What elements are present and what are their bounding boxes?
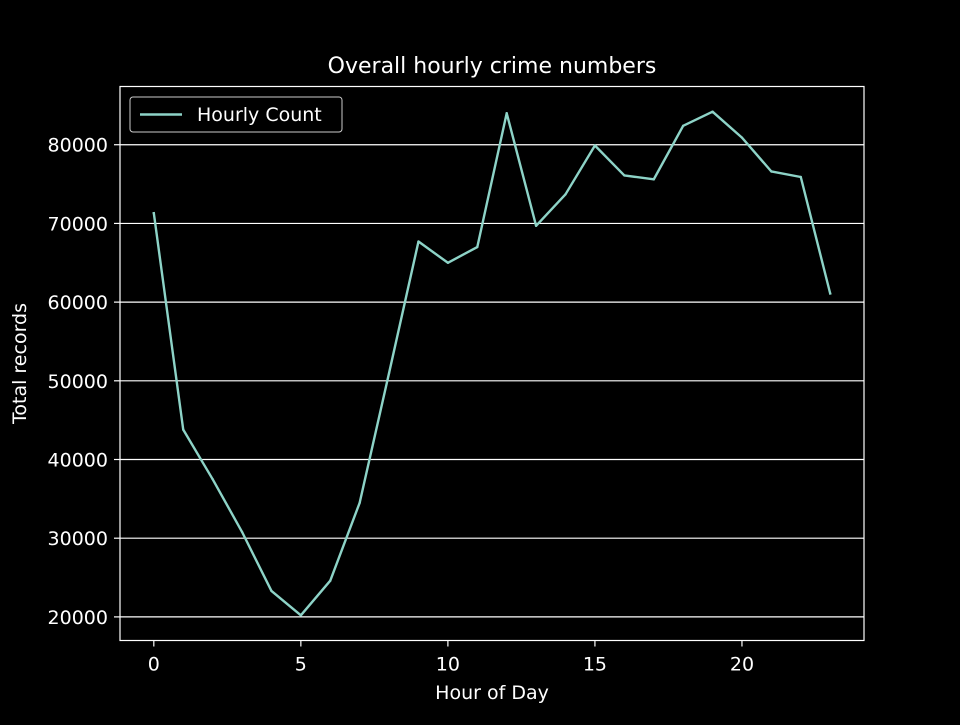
y-axis-label: Total records (9, 303, 31, 425)
y-axis-ticks: 20000 30000 40000 50000 60000 70000 80000 (48, 135, 120, 629)
x-tick-label: 10 (436, 654, 460, 676)
chart-title: Overall hourly crime numbers (328, 54, 657, 79)
legend-label: Hourly Count (197, 104, 322, 126)
data-point (681, 124, 685, 128)
data-point (770, 170, 773, 173)
x-axis-label: Hour of Day (435, 682, 549, 704)
legend-box (129, 96, 343, 133)
data-point (711, 110, 714, 113)
data-point (240, 530, 244, 534)
y-tick-label: 70000 (48, 213, 108, 235)
x-axis-ticks: 0 5 10 15 20 (148, 640, 754, 676)
y-tick-label: 40000 (48, 450, 108, 472)
data-point (299, 614, 303, 617)
data-point (182, 428, 185, 431)
y-tick-label: 80000 (48, 135, 108, 157)
data-point (652, 178, 655, 181)
data-point (593, 144, 597, 147)
y-tick-label: 50000 (48, 371, 108, 393)
data-point (329, 579, 332, 582)
data-point (505, 112, 508, 115)
x-tick-label: 15 (583, 654, 607, 676)
x-tick-label: 5 (295, 654, 307, 676)
y-tick-label: 60000 (48, 292, 108, 314)
data-point (476, 245, 479, 249)
y-tick-label: 20000 (48, 607, 108, 629)
data-point (358, 501, 361, 504)
data-point (270, 589, 273, 593)
data-point (740, 136, 744, 139)
data-point (152, 211, 156, 215)
x-tick-label: 20 (730, 654, 754, 676)
data-point (387, 371, 391, 375)
y-tick-label: 30000 (48, 528, 108, 550)
data-point (446, 261, 450, 264)
data-point (623, 174, 626, 177)
data-point (828, 292, 832, 295)
legend: Hourly Count (129, 96, 343, 133)
series-line-hourly-count (152, 110, 832, 617)
plot-frame (119, 85, 865, 642)
data-point (534, 224, 538, 227)
data-point (799, 175, 802, 179)
data-point (564, 193, 567, 196)
data-point (417, 240, 420, 243)
x-tick-label: 0 (148, 654, 160, 676)
series-layer (152, 110, 832, 617)
data-point (211, 477, 214, 481)
